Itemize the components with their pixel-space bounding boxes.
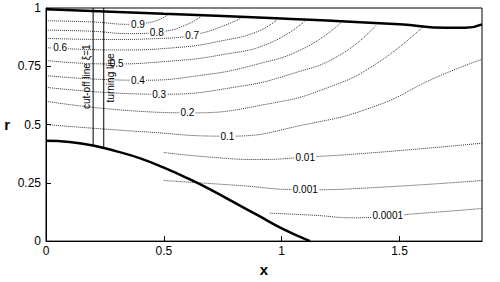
- svg-text:0.5: 0.5: [24, 118, 41, 132]
- svg-text:0.5: 0.5: [109, 58, 124, 70]
- svg-text:1: 1: [34, 1, 41, 15]
- svg-text:0.25: 0.25: [18, 176, 42, 190]
- svg-text:0.9: 0.9: [131, 19, 145, 30]
- svg-text:0.8: 0.8: [150, 27, 164, 38]
- svg-text:0: 0: [34, 234, 41, 248]
- svg-text:1: 1: [278, 244, 285, 258]
- svg-text:0: 0: [43, 244, 50, 258]
- svg-text:turning line: turning line: [105, 53, 116, 102]
- svg-text:0.01: 0.01: [296, 152, 316, 163]
- svg-text:0.1: 0.1: [221, 131, 235, 142]
- svg-text:0.6: 0.6: [53, 42, 67, 53]
- svg-text:r: r: [4, 116, 10, 133]
- svg-text:cut-off line ξ=1: cut-off line ξ=1: [81, 44, 93, 109]
- svg-text:0.3: 0.3: [152, 89, 166, 100]
- svg-text:0.4: 0.4: [131, 75, 145, 86]
- svg-text:0.001: 0.001: [293, 184, 318, 195]
- svg-text:0.7: 0.7: [185, 30, 199, 41]
- svg-text:1.5: 1.5: [391, 244, 408, 258]
- svg-text:0.75: 0.75: [18, 59, 42, 73]
- svg-text:0.0001: 0.0001: [372, 210, 403, 221]
- svg-text:0.2: 0.2: [180, 107, 194, 118]
- svg-text:0.5: 0.5: [155, 244, 172, 258]
- svg-text:x: x: [260, 261, 269, 278]
